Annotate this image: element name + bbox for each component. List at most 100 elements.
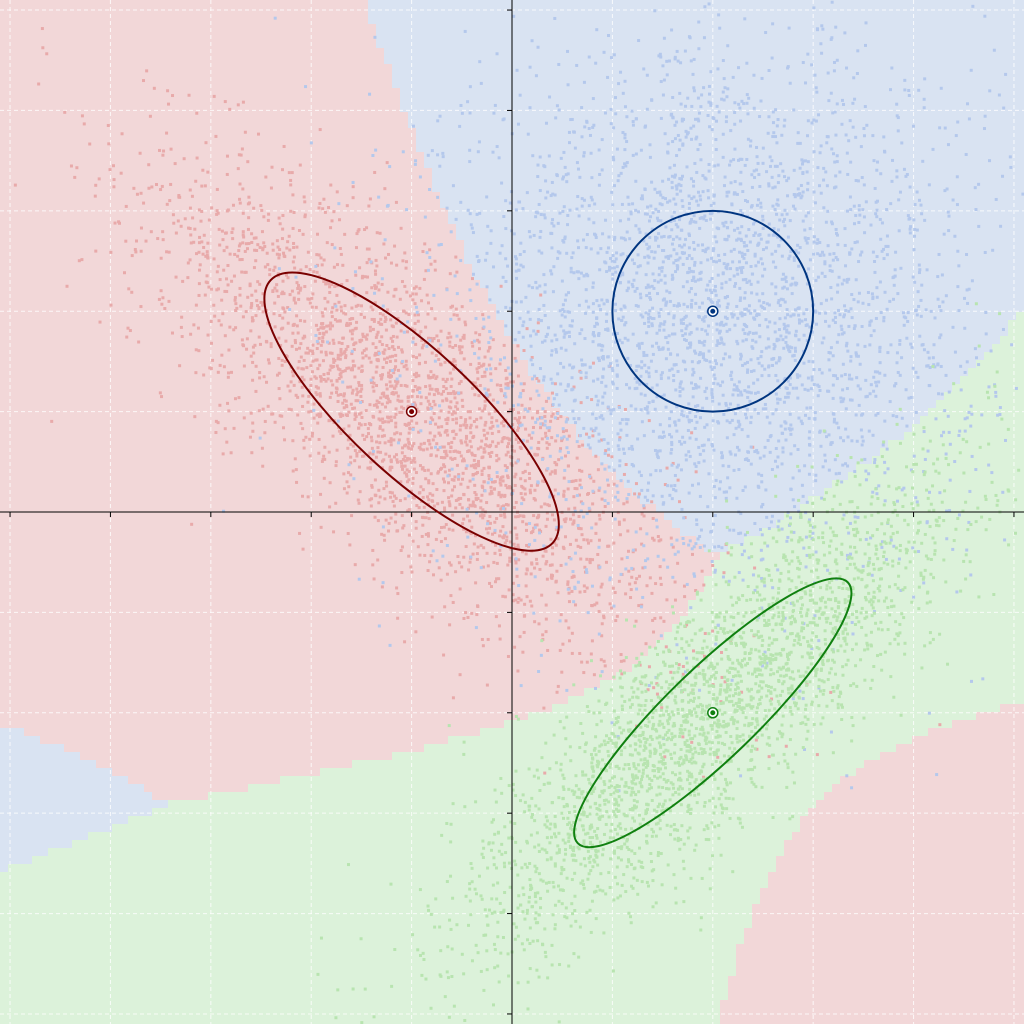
data-point xyxy=(640,542,644,546)
data-point xyxy=(453,449,457,453)
data-point xyxy=(537,622,541,626)
data-point xyxy=(138,151,142,155)
data-point xyxy=(415,504,419,508)
data-point xyxy=(691,395,695,399)
data-point xyxy=(162,149,166,153)
data-point xyxy=(969,68,973,72)
data-point xyxy=(776,465,780,469)
data-point xyxy=(759,548,763,552)
data-point xyxy=(585,538,589,542)
data-point xyxy=(564,420,568,424)
data-point xyxy=(644,286,648,290)
data-point xyxy=(525,595,529,599)
data-point xyxy=(109,250,113,254)
data-point xyxy=(600,138,604,142)
data-point xyxy=(709,101,713,105)
data-point xyxy=(642,544,646,548)
data-point xyxy=(481,565,485,569)
data-point xyxy=(478,211,482,215)
data-point xyxy=(93,194,97,198)
region-cell xyxy=(632,488,825,497)
data-point xyxy=(614,309,618,313)
data-point xyxy=(688,539,692,543)
data-point xyxy=(337,300,341,304)
data-point xyxy=(371,376,375,380)
data-point xyxy=(567,310,571,314)
data-point xyxy=(694,351,698,355)
data-point xyxy=(897,198,901,202)
region-cell xyxy=(0,928,745,937)
data-point xyxy=(525,191,529,195)
data-point xyxy=(584,371,588,375)
data-point xyxy=(678,138,682,142)
data-point xyxy=(801,162,805,166)
data-point xyxy=(684,670,688,674)
data-point xyxy=(448,340,452,344)
data-point xyxy=(333,302,337,306)
data-point xyxy=(301,547,305,551)
data-point xyxy=(645,242,649,246)
data-point xyxy=(319,350,323,354)
region-cell xyxy=(0,48,385,57)
data-point xyxy=(680,119,684,123)
data-point xyxy=(544,603,548,607)
data-point xyxy=(369,435,373,439)
data-point xyxy=(568,639,572,643)
data-point xyxy=(621,447,625,451)
data-point xyxy=(380,532,384,536)
data-point xyxy=(471,473,475,477)
data-point xyxy=(618,274,622,278)
data-point xyxy=(753,309,757,313)
data-point xyxy=(532,329,536,333)
data-point xyxy=(356,498,360,502)
data-point xyxy=(825,184,829,188)
data-point xyxy=(310,349,314,353)
data-point xyxy=(522,415,526,419)
data-point xyxy=(653,250,657,254)
data-point xyxy=(655,525,659,529)
data-point xyxy=(839,436,843,440)
data-point xyxy=(247,216,251,220)
data-point xyxy=(772,231,776,235)
data-point xyxy=(505,466,509,470)
data-point xyxy=(396,398,400,402)
data-point xyxy=(777,359,781,363)
data-point xyxy=(442,480,446,484)
region-cell xyxy=(112,824,801,833)
data-point xyxy=(94,183,98,187)
data-point xyxy=(414,520,418,524)
data-point xyxy=(390,465,394,469)
data-point xyxy=(216,421,220,425)
data-point xyxy=(585,233,589,237)
data-point xyxy=(808,453,812,457)
data-point xyxy=(872,159,876,163)
data-point xyxy=(386,290,390,294)
data-point xyxy=(194,179,198,183)
data-point xyxy=(618,464,622,468)
data-point xyxy=(278,397,282,401)
data-point xyxy=(714,293,718,297)
region-cell xyxy=(48,848,785,857)
data-point xyxy=(672,218,676,222)
data-point xyxy=(314,391,318,395)
data-point xyxy=(783,118,787,122)
data-point xyxy=(161,296,165,300)
region-cell xyxy=(0,112,409,121)
data-point xyxy=(466,410,470,414)
data-point xyxy=(783,324,787,328)
data-point xyxy=(758,323,762,327)
data-point xyxy=(749,391,753,395)
data-point xyxy=(270,165,274,169)
data-point xyxy=(426,569,430,573)
data-point xyxy=(804,81,808,85)
data-point xyxy=(891,276,895,280)
data-point xyxy=(1009,165,1013,169)
data-point xyxy=(733,180,737,184)
data-point xyxy=(237,249,241,253)
data-point xyxy=(529,358,533,362)
data-point xyxy=(594,531,598,535)
data-point xyxy=(544,435,548,439)
data-point xyxy=(231,203,235,207)
data-point xyxy=(670,228,674,232)
data-point xyxy=(725,115,729,119)
